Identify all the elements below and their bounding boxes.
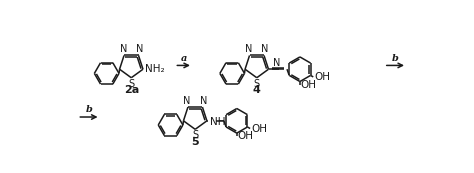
Text: N: N <box>136 44 143 54</box>
Text: N: N <box>245 44 253 54</box>
Text: S: S <box>192 130 198 140</box>
Text: N: N <box>119 44 127 54</box>
Text: b: b <box>392 54 399 63</box>
Text: OH: OH <box>251 124 267 134</box>
Text: S: S <box>128 79 134 89</box>
Text: a: a <box>181 54 187 63</box>
Text: OH: OH <box>301 80 317 90</box>
Text: 4: 4 <box>253 85 261 95</box>
Text: OH: OH <box>237 131 254 141</box>
Text: S: S <box>254 79 260 89</box>
Text: b: b <box>85 105 92 114</box>
Text: N: N <box>183 96 191 106</box>
Text: 5: 5 <box>191 137 199 147</box>
Text: N: N <box>200 96 207 106</box>
Text: OH: OH <box>314 72 330 82</box>
Text: N: N <box>261 44 268 54</box>
Text: N: N <box>273 58 280 68</box>
Text: NH: NH <box>210 117 226 127</box>
Text: NH₂: NH₂ <box>146 64 165 74</box>
Text: 2a: 2a <box>124 85 139 95</box>
